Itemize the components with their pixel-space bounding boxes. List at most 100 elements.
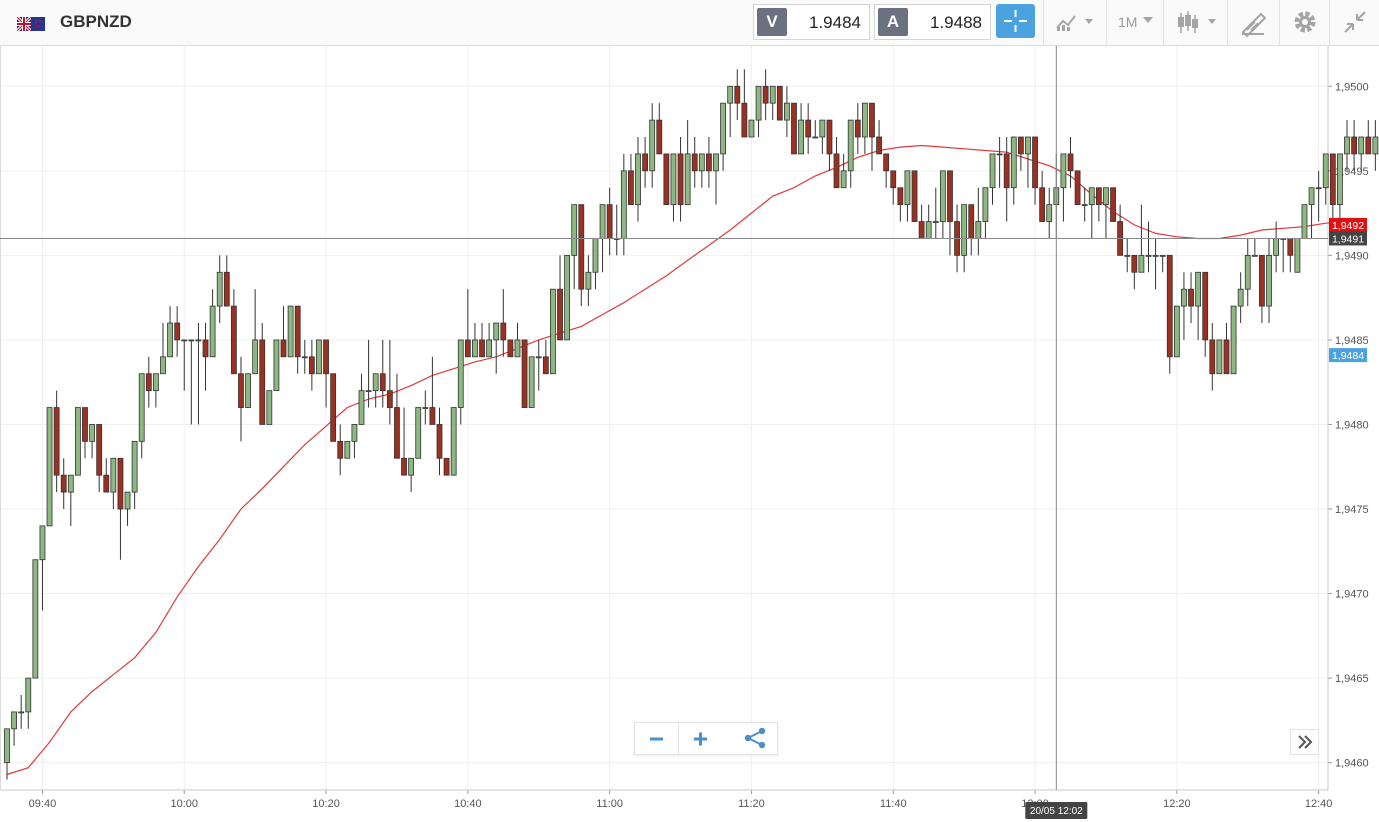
candle-bullish[interactable] [1181,288,1187,307]
candle-bearish[interactable] [776,85,783,121]
candle-bullish[interactable] [266,390,273,425]
candle-bullish[interactable] [649,119,656,172]
candle-bullish[interactable] [727,85,734,104]
candle-bearish[interactable] [826,119,833,155]
chart-type-button[interactable] [1163,0,1227,45]
candle-bullish[interactable] [245,373,251,408]
candle-bearish[interactable] [1188,288,1194,307]
candle-bearish[interactable] [791,102,797,155]
candle-bullish[interactable] [975,221,982,239]
collapse-button[interactable] [1329,0,1379,45]
candle-bullish[interactable] [365,390,372,393]
candle-bearish[interactable] [1365,136,1372,155]
candle-bearish[interactable] [1039,187,1046,222]
candle-bullish[interactable] [408,457,415,476]
candle-bullish[interactable] [635,153,641,206]
candle-bullish[interactable] [344,440,351,459]
candle-bearish[interactable] [911,170,918,222]
candle-bullish[interactable] [1337,153,1343,206]
candle-bullish[interactable] [748,119,755,138]
candle-bullish[interactable] [784,102,790,121]
candle-bearish[interactable] [117,457,124,510]
candle-bearish[interactable] [238,373,244,408]
candle-bearish[interactable] [1259,254,1265,307]
candle-bullish[interactable] [571,204,578,256]
candle-bullish[interactable] [670,153,677,206]
candle-bearish[interactable] [890,170,897,189]
candle-bullish[interactable] [550,288,556,375]
candle-bearish[interactable] [706,153,712,172]
candle-bearish[interactable] [734,85,741,104]
candle-bullish[interactable] [585,271,592,290]
candle-bullish[interactable] [713,153,719,172]
candle-bearish[interactable] [1110,187,1116,222]
candle-bullish[interactable] [1173,305,1180,358]
candle-bearish[interactable] [53,407,60,476]
candle-bullish[interactable] [620,170,627,239]
candle-bullish[interactable] [39,525,46,561]
candle-bullish[interactable] [1124,254,1131,257]
candle-bearish[interactable] [1074,170,1081,206]
candle-bullish[interactable] [1322,153,1329,189]
candle-bearish[interactable] [663,153,670,206]
candle-bearish[interactable] [1067,153,1074,172]
candle-bearish[interactable] [1166,254,1173,358]
candle-bearish[interactable] [103,474,110,493]
candle-bullish[interactable] [1372,136,1379,155]
candle-bearish[interactable] [443,457,450,476]
candle-bullish[interactable] [25,677,32,713]
candle-bearish[interactable] [1003,153,1010,189]
candle-bearish[interactable] [259,339,266,425]
candle-bearish[interactable] [394,407,400,459]
candle-bullish[interactable] [592,238,599,273]
candle-bearish[interactable] [1131,254,1138,273]
candle-bearish[interactable] [656,119,663,155]
candle-bullish[interactable] [89,424,95,442]
candle-bearish[interactable] [294,305,301,358]
candle-bearish[interactable] [557,288,563,341]
candle-bearish[interactable] [691,153,698,172]
candle-bullish[interactable] [514,339,521,358]
candle-bearish[interactable] [145,373,152,392]
candle-bullish[interactable] [1301,204,1308,239]
candle-bullish[interactable] [1344,136,1350,155]
candle-bearish[interactable] [1032,136,1038,189]
candle-bearish[interactable] [628,170,634,206]
candle-bullish[interactable] [528,356,535,408]
candle-bearish[interactable] [1351,136,1357,155]
candle-bullish[interactable] [847,119,854,172]
candle-bullish[interactable] [472,339,478,358]
candle-bullish[interactable] [720,102,726,155]
candle-bullish[interactable] [1081,204,1088,207]
candle-bullish[interactable] [1159,254,1166,257]
candle-bullish[interactable] [273,339,280,392]
candle-bullish[interactable] [1138,254,1145,273]
candle-bullish[interactable] [1237,288,1244,307]
candle-bullish[interactable] [1010,136,1017,189]
candle-bullish[interactable] [755,85,762,121]
candle-bearish[interactable] [741,102,748,138]
candle-bullish[interactable] [769,85,776,104]
candle-bullish[interactable] [138,373,145,442]
candle-bullish[interactable] [18,711,25,714]
candle-bearish[interactable] [323,339,329,375]
candle-bullish[interactable] [486,339,493,358]
candle-bullish[interactable] [1273,238,1280,256]
candle-bearish[interactable] [464,339,471,358]
candle-bearish[interactable] [1202,271,1209,341]
candle-bearish[interactable] [429,407,436,425]
candle-bearish[interactable] [947,170,953,222]
candle-bearish[interactable] [883,153,890,172]
candle-bullish[interactable] [131,440,138,493]
candle-bullish[interactable] [11,711,17,730]
candle-bullish[interactable] [996,153,1003,156]
candle-bearish[interactable] [1329,153,1336,206]
candle-bearish[interactable] [330,373,337,442]
candle-bearish[interactable] [642,153,648,172]
candle-bullish[interactable] [1308,187,1315,206]
share-button[interactable] [733,722,777,755]
candle-bullish[interactable] [1315,187,1322,190]
candle-bullish[interactable] [932,221,939,223]
candle-bearish[interactable] [308,356,315,375]
candle-bullish[interactable] [4,728,10,764]
